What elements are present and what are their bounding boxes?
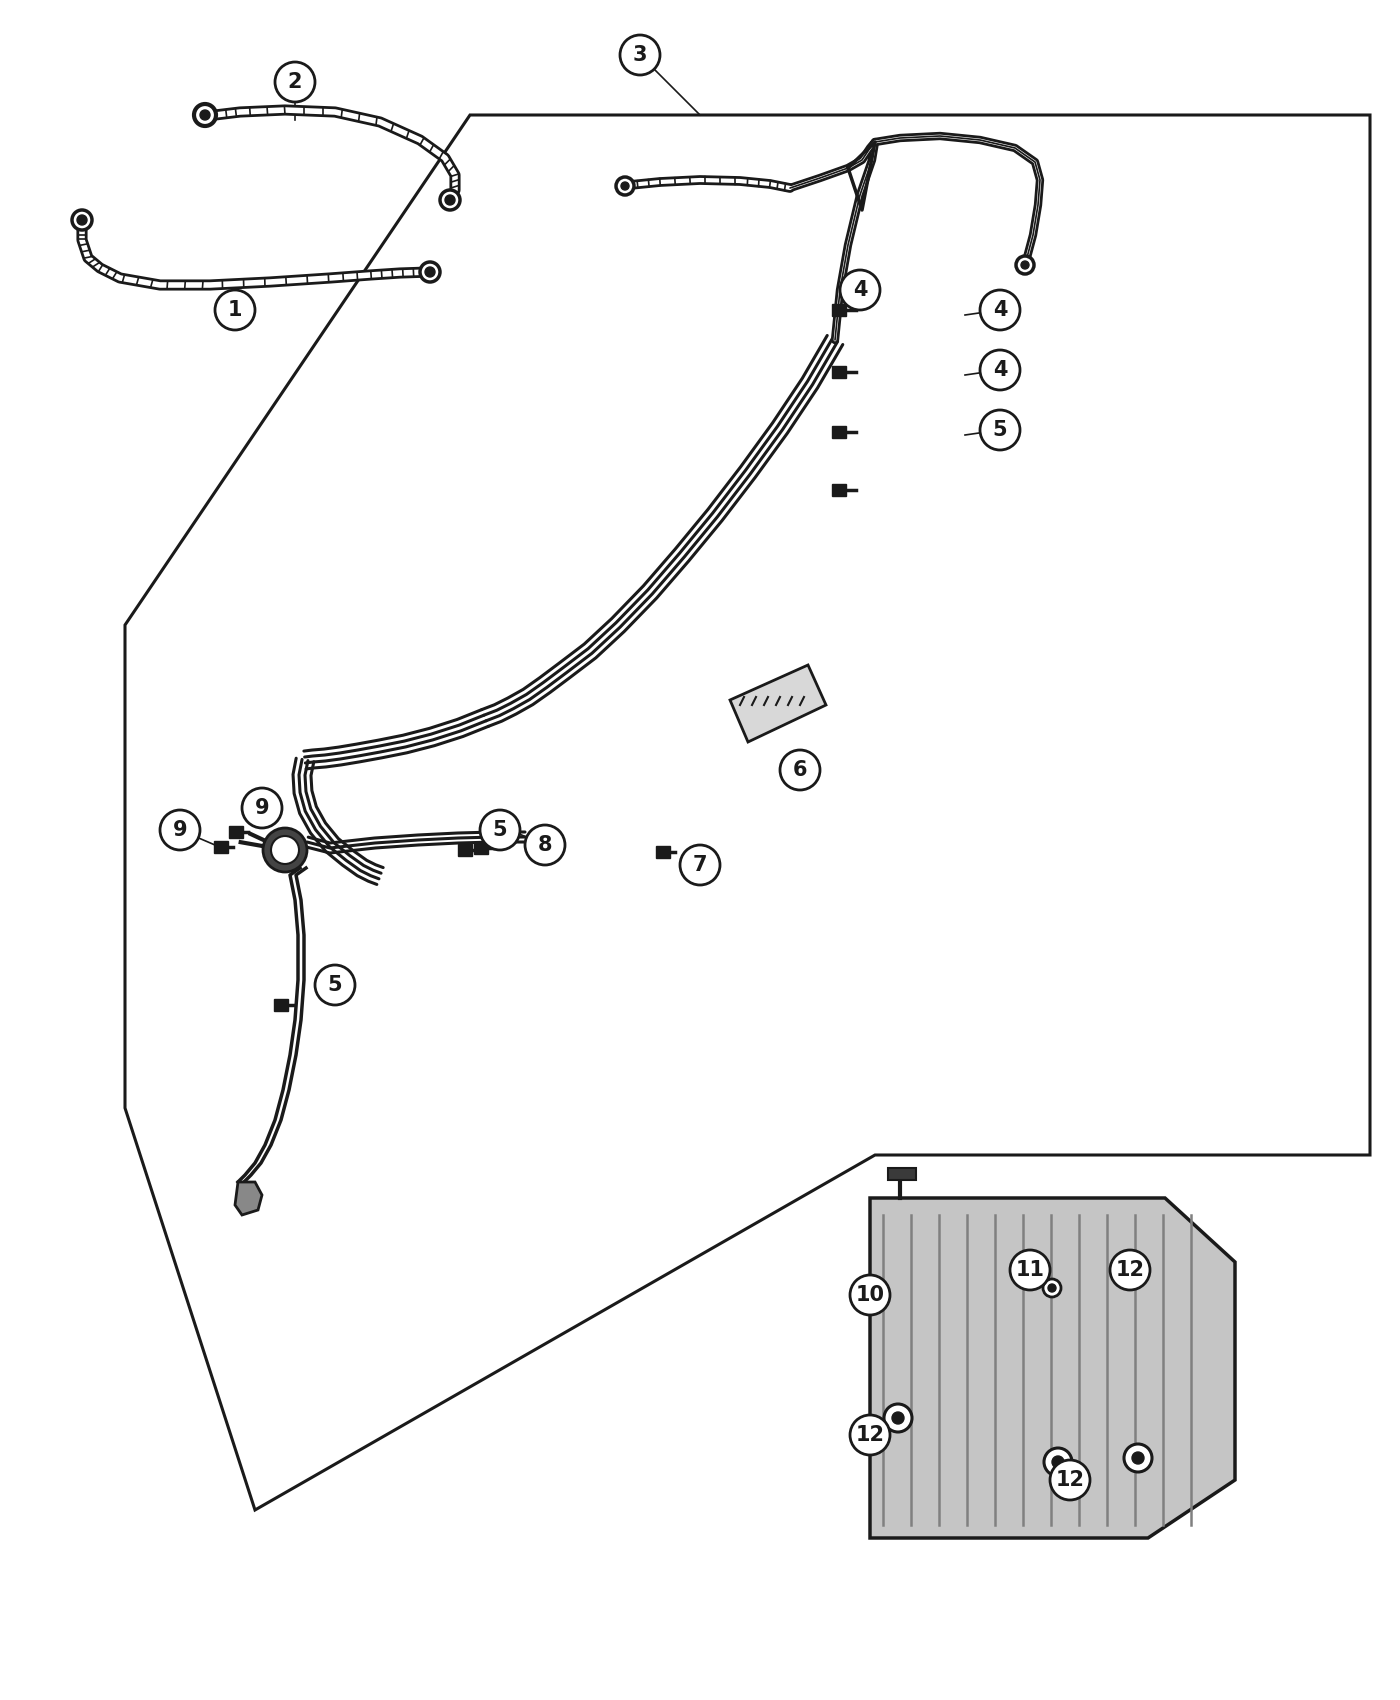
Circle shape: [1044, 1448, 1072, 1476]
Circle shape: [525, 824, 566, 865]
Circle shape: [883, 1404, 911, 1431]
Polygon shape: [729, 665, 826, 741]
Circle shape: [1128, 1256, 1147, 1273]
Polygon shape: [214, 842, 228, 853]
Circle shape: [840, 270, 881, 309]
Circle shape: [780, 750, 820, 791]
Circle shape: [71, 211, 92, 230]
Circle shape: [1124, 1443, 1152, 1472]
Text: 1: 1: [228, 299, 242, 320]
Polygon shape: [458, 843, 472, 857]
Circle shape: [1009, 1250, 1050, 1290]
Circle shape: [440, 190, 461, 211]
Circle shape: [1134, 1261, 1142, 1268]
Circle shape: [160, 809, 200, 850]
Circle shape: [680, 845, 720, 886]
Circle shape: [263, 828, 307, 872]
Circle shape: [622, 182, 629, 190]
Circle shape: [242, 789, 281, 828]
Text: 2: 2: [288, 71, 302, 92]
Circle shape: [850, 1275, 890, 1316]
Circle shape: [200, 110, 210, 121]
Circle shape: [892, 1413, 904, 1425]
Circle shape: [274, 61, 315, 102]
Circle shape: [216, 291, 255, 330]
Circle shape: [195, 104, 216, 126]
Circle shape: [1133, 1452, 1144, 1464]
Text: 12: 12: [1116, 1260, 1145, 1280]
Circle shape: [426, 267, 435, 277]
Text: 5: 5: [993, 420, 1008, 440]
Polygon shape: [832, 366, 846, 377]
Text: 3: 3: [633, 44, 647, 65]
Circle shape: [1043, 1278, 1061, 1297]
Text: 9: 9: [172, 819, 188, 840]
Circle shape: [1049, 1284, 1056, 1292]
Polygon shape: [657, 847, 671, 858]
Circle shape: [980, 350, 1021, 389]
Polygon shape: [475, 842, 489, 853]
Text: 7: 7: [693, 855, 707, 876]
Polygon shape: [230, 826, 244, 838]
Circle shape: [1021, 262, 1029, 269]
Polygon shape: [832, 484, 846, 496]
Circle shape: [315, 966, 356, 1005]
Circle shape: [77, 214, 87, 224]
Text: 11: 11: [1015, 1260, 1044, 1280]
Text: 6: 6: [792, 760, 808, 780]
Text: 5: 5: [328, 976, 343, 994]
Text: 12: 12: [855, 1425, 885, 1445]
Circle shape: [620, 36, 659, 75]
Text: 12: 12: [1056, 1470, 1085, 1489]
Circle shape: [616, 177, 634, 196]
Polygon shape: [832, 304, 846, 316]
Circle shape: [272, 836, 300, 864]
Circle shape: [980, 291, 1021, 330]
Circle shape: [445, 196, 455, 206]
Circle shape: [420, 262, 440, 282]
Text: 8: 8: [538, 835, 552, 855]
Circle shape: [980, 410, 1021, 450]
Polygon shape: [235, 1182, 262, 1216]
Polygon shape: [274, 1000, 288, 1011]
Text: 9: 9: [255, 797, 269, 818]
Text: 10: 10: [855, 1285, 885, 1306]
Polygon shape: [832, 427, 846, 439]
Circle shape: [480, 809, 519, 850]
Text: 5: 5: [493, 819, 507, 840]
Circle shape: [1051, 1455, 1064, 1469]
Circle shape: [1050, 1460, 1091, 1499]
Polygon shape: [888, 1168, 916, 1180]
Circle shape: [1016, 257, 1035, 274]
Text: 4: 4: [853, 280, 867, 299]
Text: 4: 4: [993, 299, 1007, 320]
Circle shape: [1110, 1250, 1149, 1290]
Circle shape: [850, 1414, 890, 1455]
Polygon shape: [869, 1198, 1235, 1538]
Text: 4: 4: [993, 360, 1007, 381]
